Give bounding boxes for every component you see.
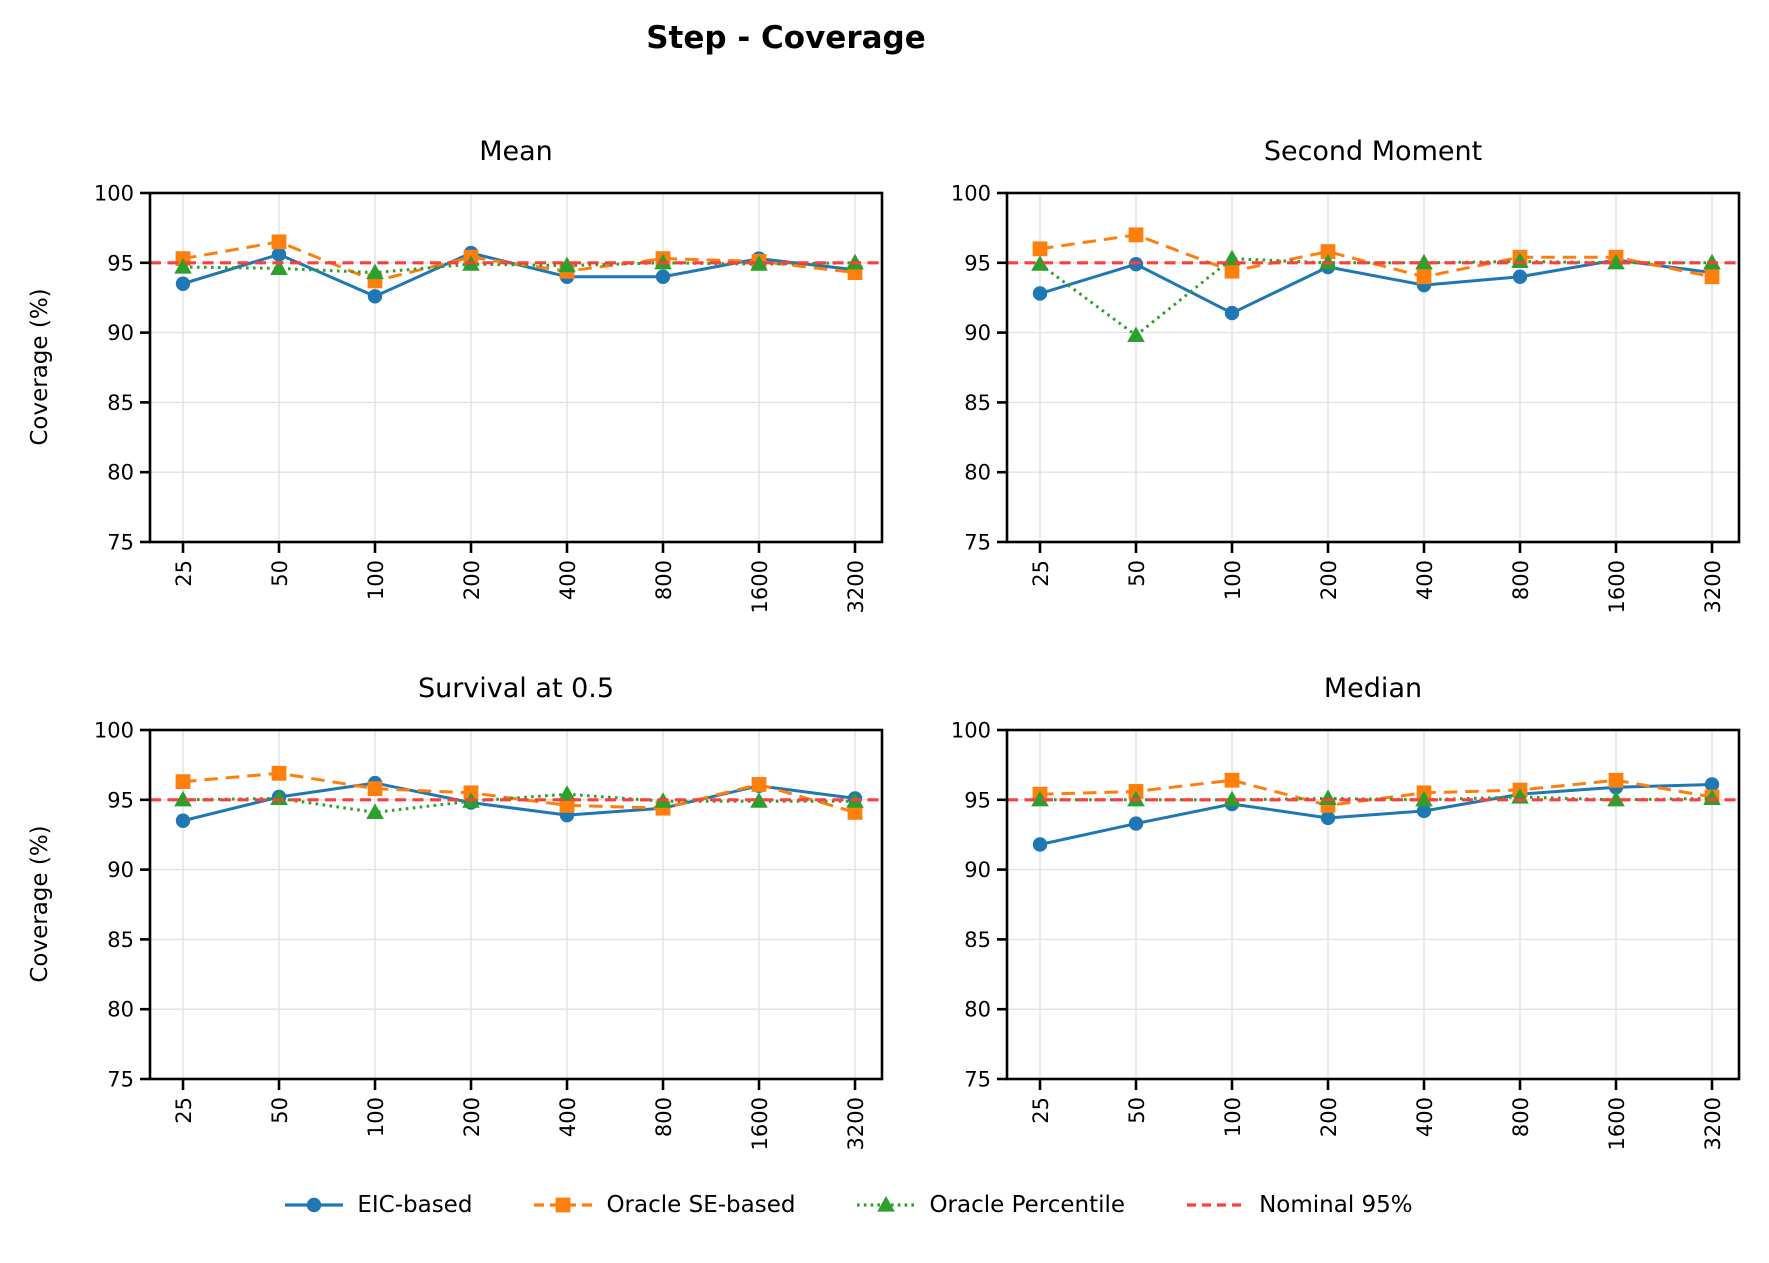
legend-sample-nominal-line-icon: [1187, 1203, 1246, 1207]
svg-text:400: 400: [1413, 1097, 1437, 1137]
legend-label: Oracle SE-based: [606, 1192, 796, 1218]
svg-text:400: 400: [556, 560, 580, 600]
svg-text:85: 85: [107, 391, 134, 415]
svg-text:100: 100: [94, 182, 134, 206]
figure-title: Step - Coverage: [646, 20, 926, 56]
svg-text:800: 800: [652, 560, 676, 600]
svg-text:1600: 1600: [1605, 560, 1629, 613]
svg-text:100: 100: [364, 1097, 388, 1137]
subplot-median: 75 80 85 90 95 100 25 50 100 200 400 800 1600 3200 Med…: [951, 673, 1741, 1150]
svg-text:3200: 3200: [844, 1097, 868, 1150]
svg-text:95: 95: [964, 251, 991, 275]
svg-text:80: 80: [107, 998, 134, 1022]
svg-text:75: 75: [107, 531, 134, 555]
svg-text:Second Moment: Second Moment: [1264, 136, 1482, 167]
svg-text:1600: 1600: [748, 560, 772, 613]
svg-text:200: 200: [460, 1097, 484, 1137]
svg-text:80: 80: [107, 461, 134, 485]
svg-text:Median: Median: [1324, 673, 1422, 704]
svg-text:800: 800: [652, 1097, 676, 1137]
svg-text:3200: 3200: [1701, 560, 1725, 613]
subplot-survival-at-0-5: 75 80 85 90 95 100 25 50 100 200 400 800 1600 3200 Sur…: [94, 673, 884, 1150]
svg-text:25: 25: [1029, 560, 1053, 587]
svg-text:50: 50: [1125, 1097, 1149, 1124]
svg-text:95: 95: [964, 788, 991, 812]
subplot-mean: 75 80 85 90 95 100 25 50 100 200 400 800 1600 3200 Mea…: [94, 136, 884, 613]
svg-text:25: 25: [172, 1097, 196, 1124]
svg-text:100: 100: [94, 719, 134, 743]
svg-text:95: 95: [107, 788, 134, 812]
svg-text:100: 100: [1221, 560, 1245, 600]
svg-text:85: 85: [107, 928, 134, 952]
svg-text:800: 800: [1509, 1097, 1533, 1137]
svg-text:100: 100: [951, 182, 991, 206]
svg-text:75: 75: [107, 1068, 134, 1092]
svg-text:50: 50: [268, 1097, 292, 1124]
y-axis-label-top-row: Coverage (%): [27, 288, 53, 446]
legend-label: Nominal 95%: [1259, 1192, 1413, 1218]
legend-item-nominal-95: Nominal 95%: [1185, 1192, 1413, 1218]
svg-text:1600: 1600: [748, 1097, 772, 1150]
svg-text:90: 90: [107, 321, 134, 345]
subplot-second-moment: 75 80 85 90 95 100 25 50 100 200 400 800 1600 3200 Sec…: [951, 136, 1741, 613]
svg-text:800: 800: [1509, 560, 1533, 600]
svg-text:25: 25: [1029, 1097, 1053, 1124]
legend-item-eic-based: EIC-based: [283, 1192, 472, 1218]
svg-text:90: 90: [964, 321, 991, 345]
svg-text:50: 50: [268, 560, 292, 587]
svg-text:100: 100: [951, 719, 991, 743]
svg-text:Survival at 0.5: Survival at 0.5: [418, 673, 614, 704]
svg-text:25: 25: [172, 560, 196, 587]
svg-text:80: 80: [964, 998, 991, 1022]
legend-item-oracle-se-based: Oracle SE-based: [532, 1192, 795, 1218]
svg-text:85: 85: [964, 928, 991, 952]
svg-text:Mean: Mean: [479, 136, 553, 167]
svg-text:3200: 3200: [844, 560, 868, 613]
legend-sample-oracle-percentile-line-icon: [857, 1196, 916, 1212]
svg-text:400: 400: [1413, 560, 1437, 600]
y-axis-label-bottom-row: Coverage (%): [27, 825, 53, 983]
svg-text:400: 400: [556, 1097, 580, 1137]
svg-text:3200: 3200: [1701, 1097, 1725, 1150]
legend-sample-eic-line-icon: [285, 1197, 344, 1213]
svg-text:75: 75: [964, 531, 991, 555]
svg-text:100: 100: [1221, 1097, 1245, 1137]
svg-text:80: 80: [964, 461, 991, 485]
svg-text:200: 200: [1317, 560, 1341, 600]
svg-text:95: 95: [107, 251, 134, 275]
svg-text:100: 100: [364, 560, 388, 600]
svg-text:90: 90: [107, 858, 134, 882]
legend-label: Oracle Percentile: [929, 1192, 1126, 1218]
legend-sample-oracle-se-line-icon: [534, 1197, 593, 1213]
legend-item-oracle-percentile: Oracle Percentile: [855, 1192, 1125, 1218]
svg-text:85: 85: [964, 391, 991, 415]
legend-label: EIC-based: [357, 1192, 473, 1218]
svg-text:200: 200: [1317, 1097, 1341, 1137]
svg-text:90: 90: [964, 858, 991, 882]
svg-text:200: 200: [460, 560, 484, 600]
legend: EIC-based Oracle SE-based Oracle Percent…: [0, 1192, 1696, 1218]
svg-text:1600: 1600: [1605, 1097, 1629, 1150]
svg-text:50: 50: [1125, 560, 1149, 587]
svg-text:75: 75: [964, 1068, 991, 1092]
